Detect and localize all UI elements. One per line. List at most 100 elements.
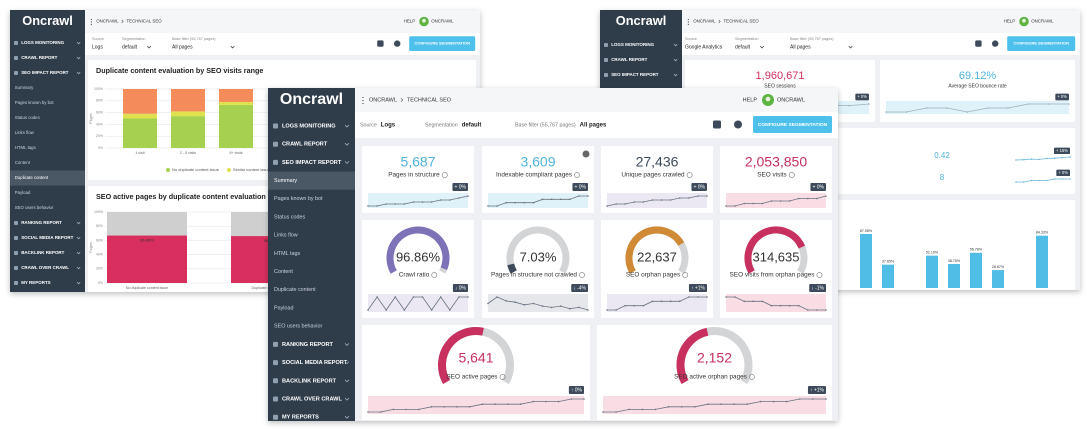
help-icon[interactable]: [682, 272, 689, 278]
help-icon[interactable]: [431, 272, 438, 278]
filter-value[interactable]: All pages: [790, 44, 811, 50]
sparkline-point: [807, 309, 809, 311]
menu-item[interactable]: Duplicate content: [15, 175, 49, 180]
breadcrumb: ONCRAWL: [693, 19, 716, 24]
filter-value[interactable]: All pages: [580, 123, 607, 129]
menu-item[interactable]: SEO users behavior: [274, 324, 322, 330]
filter-value[interactable]: default: [122, 44, 138, 50]
help-icon[interactable]: [499, 374, 506, 380]
chart-title: SEO active pages by duplicate content ev…: [96, 192, 266, 201]
sparkline-point: [688, 197, 690, 199]
menu-section[interactable]: RANKING REPORT: [282, 342, 334, 348]
menu-section[interactable]: SEO IMPACT REPORT: [21, 70, 69, 75]
menu-section[interactable]: CRAWL REPORT: [611, 57, 647, 62]
sparkline-point: [825, 398, 827, 400]
sparkline-point: [1007, 107, 1009, 109]
configure-button[interactable]: [409, 36, 476, 51]
menu-section[interactable]: SOCIAL MEDIA REPORT: [282, 360, 348, 366]
menu-section[interactable]: MY REPORTS: [282, 415, 319, 421]
sparkline-point: [1015, 159, 1017, 161]
sparkline-point: [986, 107, 989, 109]
info-button[interactable]: [734, 120, 742, 129]
icon-button[interactable]: [975, 40, 982, 47]
menu-item[interactable]: Payload: [15, 190, 31, 195]
configure-button[interactable]: [753, 116, 832, 133]
sparkline-point: [678, 197, 681, 199]
sparkline-point: [587, 195, 589, 197]
menu-item[interactable]: Links flow: [274, 233, 298, 239]
trend-value: 8: [940, 173, 945, 182]
filter-value[interactable]: Logs: [381, 123, 396, 129]
info-icon[interactable]: [582, 150, 590, 158]
menu-section[interactable]: CRAWL REPORT: [282, 142, 328, 148]
gauge-label: Pages in structure not crawled: [491, 272, 577, 279]
menu-section[interactable]: MY REPORTS: [21, 280, 50, 285]
menu-section[interactable]: CRAWL OVER CRAWL: [21, 265, 69, 270]
sparkline-point: [421, 201, 424, 203]
menu-item[interactable]: Pages known by bot: [15, 100, 55, 105]
menu-section[interactable]: BACKLINK REPORT: [21, 250, 64, 255]
help-icon[interactable]: [749, 374, 755, 380]
menu-item[interactable]: Summary: [15, 85, 34, 90]
menu-item[interactable]: Payload: [274, 305, 293, 311]
sparkline-point: [394, 203, 397, 205]
filter-value[interactable]: default: [735, 44, 751, 50]
sparkline-point: [430, 201, 433, 203]
delta-badge-label: ↑ +1%: [810, 387, 825, 393]
menu-section[interactable]: SEO IMPACT REPORT: [282, 160, 342, 166]
menu-item[interactable]: Duplicate content: [274, 287, 316, 293]
menu-section[interactable]: LOGS MONITORING: [282, 123, 336, 129]
menu-item[interactable]: Pages known by bot: [274, 196, 323, 202]
kpi-label: SEO sessions: [764, 83, 796, 89]
sparkline-bg: [368, 294, 468, 312]
sparkline-point: [467, 195, 469, 197]
info-button[interactable]: [394, 40, 401, 47]
sparkline: [607, 296, 707, 311]
sparkline-point: [557, 400, 560, 403]
sparkline-point: [706, 195, 708, 197]
sparkline-point: [545, 400, 547, 403]
menu-item[interactable]: Content: [15, 160, 31, 165]
data-label: 87.08%: [860, 229, 873, 233]
menu-section[interactable]: SOCIAL MEDIA REPORT: [21, 235, 73, 240]
delta-badge: [807, 386, 826, 394]
sparkline-point: [642, 304, 645, 307]
menu-item[interactable]: Summary: [274, 178, 297, 184]
menu-section[interactable]: LOGS MONITORING: [21, 40, 64, 45]
filter-value[interactable]: default: [462, 123, 482, 129]
icon-button[interactable]: [713, 120, 721, 129]
help-icon[interactable]: [579, 272, 585, 278]
help-icon[interactable]: [441, 172, 448, 178]
sparkline-point: [770, 200, 773, 202]
help-icon[interactable]: [788, 172, 795, 178]
help-icon[interactable]: [574, 172, 580, 178]
menu-item[interactable]: Content: [274, 269, 293, 275]
gauge-fill: [386, 226, 450, 274]
menu-section[interactable]: CRAWL REPORT: [21, 55, 57, 60]
filter-value[interactable]: Google Analytics: [685, 44, 723, 50]
menu-section[interactable]: BACKLINK REPORT: [282, 378, 337, 384]
filter-value[interactable]: All pages: [172, 44, 193, 50]
info-button[interactable]: [992, 40, 999, 47]
configure-button[interactable]: [1007, 36, 1076, 51]
sparkline-point: [797, 304, 800, 307]
legend-swatch: [166, 168, 170, 172]
menu-item[interactable]: Links flow: [15, 130, 35, 135]
icon-button[interactable]: [377, 40, 384, 47]
sparkline-point: [456, 406, 458, 408]
menu-section[interactable]: CRAWL OVER CRAWL: [282, 396, 342, 402]
chevron: [146, 45, 152, 49]
chevron: [718, 19, 721, 24]
menu-section[interactable]: RANKING REPORT: [21, 220, 62, 225]
menu-section[interactable]: LOGS MONITORING: [611, 42, 654, 47]
menu-item[interactable]: Status codes: [15, 115, 40, 120]
menu-item[interactable]: HTML tags: [15, 145, 36, 150]
filter-value[interactable]: Logs: [92, 44, 103, 50]
help-icon[interactable]: [686, 172, 693, 178]
menu-item[interactable]: HTML tags: [274, 251, 300, 257]
menu-item[interactable]: SEO users behavior: [15, 205, 54, 210]
help-icon[interactable]: [816, 272, 823, 278]
menu-item[interactable]: Status codes: [274, 214, 305, 220]
legend-label: Similar content issues: [233, 167, 272, 172]
menu-section[interactable]: SEO IMPACT REPORT: [611, 72, 659, 77]
